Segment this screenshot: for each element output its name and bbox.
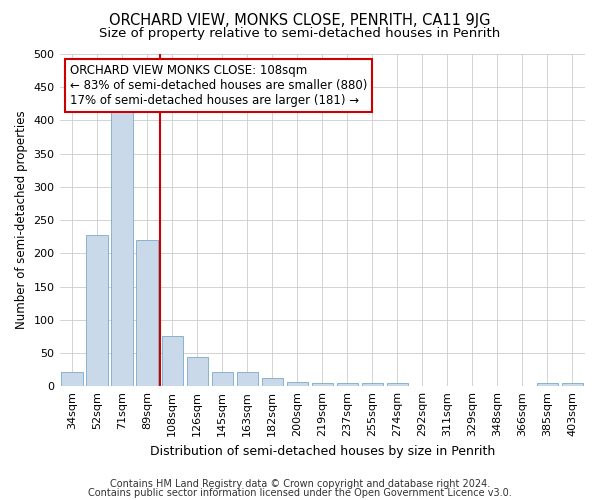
Text: ORCHARD VIEW, MONKS CLOSE, PENRITH, CA11 9JG: ORCHARD VIEW, MONKS CLOSE, PENRITH, CA11… xyxy=(109,12,491,28)
Text: Contains public sector information licensed under the Open Government Licence v3: Contains public sector information licen… xyxy=(88,488,512,498)
Text: ORCHARD VIEW MONKS CLOSE: 108sqm
← 83% of semi-detached houses are smaller (880): ORCHARD VIEW MONKS CLOSE: 108sqm ← 83% o… xyxy=(70,64,367,107)
Bar xyxy=(337,383,358,386)
Bar xyxy=(362,383,383,386)
Bar xyxy=(212,372,233,386)
Bar xyxy=(562,383,583,386)
Bar xyxy=(112,112,133,386)
Bar xyxy=(61,372,83,386)
Bar xyxy=(262,378,283,386)
Bar xyxy=(387,383,408,386)
Bar xyxy=(136,240,158,386)
Bar xyxy=(287,382,308,386)
Y-axis label: Number of semi-detached properties: Number of semi-detached properties xyxy=(15,111,28,330)
Bar xyxy=(311,383,333,386)
Text: Size of property relative to semi-detached houses in Penrith: Size of property relative to semi-detach… xyxy=(100,28,500,40)
Bar xyxy=(86,236,108,386)
Text: Contains HM Land Registry data © Crown copyright and database right 2024.: Contains HM Land Registry data © Crown c… xyxy=(110,479,490,489)
Bar xyxy=(187,357,208,386)
X-axis label: Distribution of semi-detached houses by size in Penrith: Distribution of semi-detached houses by … xyxy=(149,444,495,458)
Bar xyxy=(161,336,183,386)
Bar xyxy=(236,372,258,386)
Bar xyxy=(537,383,558,386)
